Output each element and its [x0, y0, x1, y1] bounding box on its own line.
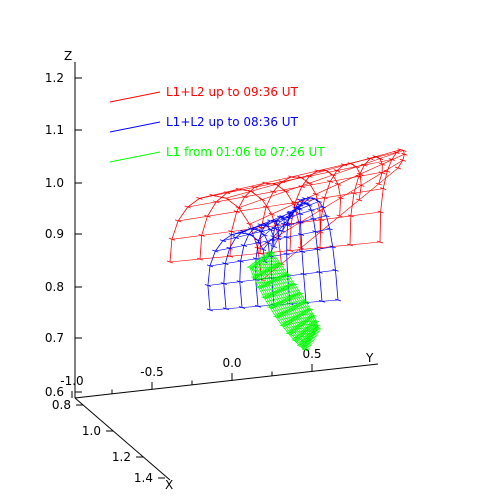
series-blue — [204, 196, 342, 312]
y-tick-label: -0.5 — [140, 365, 163, 379]
loop-connector — [264, 283, 295, 299]
loop-connector — [257, 159, 403, 249]
axes-group — [74, 62, 379, 481]
y-ticks-group: -1.0-0.50.00.5 — [60, 347, 322, 398]
loop-connector — [241, 201, 319, 233]
legend-swatch — [109, 121, 161, 133]
y-axis-label: Y — [365, 351, 374, 365]
z-tick-label: 1.1 — [45, 123, 64, 137]
loop-connector — [258, 273, 288, 289]
series-red — [166, 148, 408, 282]
loop-connector — [250, 198, 315, 235]
x-axis-label: X — [165, 478, 173, 492]
series-green — [246, 250, 322, 352]
legend-swatch — [109, 91, 161, 103]
loop-connector — [253, 262, 281, 279]
x-ticks-group: 0.8 1.0 1.21.4 — [52, 398, 165, 485]
series-group — [166, 148, 408, 352]
y-tick-label: 0.0 — [222, 356, 241, 370]
z-tick-label: 0.9 — [45, 227, 64, 241]
loop-connector — [282, 308, 311, 327]
legend-entry-label: L1+L2 up to 08:36 UT — [166, 115, 299, 129]
loop-connector — [207, 270, 336, 286]
loop-connector — [257, 197, 311, 241]
loop-connector — [288, 314, 314, 335]
z-ticks-group: 0.6 0.7 0.8 0.9 1.0 1.1 1.2 — [45, 71, 82, 399]
loop-connector — [249, 153, 405, 225]
legend-entry-label: L1+L2 up to 09:36 UT — [166, 85, 299, 99]
z-tick-label: 1.0 — [45, 176, 64, 190]
loop-connector — [238, 150, 404, 208]
loop-connector — [178, 188, 384, 222]
z-tick-label: 1.2 — [45, 71, 64, 85]
x-tick-label: 1.2 — [112, 450, 131, 464]
legend-entry-label: L1 from 01:06 to 07:26 UT — [166, 145, 325, 159]
loop-connector — [222, 215, 327, 241]
z-tick-label: 0.8 — [45, 280, 64, 294]
loop-connector — [169, 241, 381, 263]
loop-connector — [261, 167, 399, 281]
legend: L1+L2 up to 09:36 UT L1+L2 up to 08:36 UT… — [109, 85, 325, 163]
x-tick-label: 1.4 — [134, 471, 153, 485]
loop-connector — [294, 320, 317, 341]
legend-swatch — [109, 151, 161, 163]
x-tick-label: 0.8 — [52, 398, 71, 412]
loop-connector — [225, 149, 401, 199]
loop-connector — [231, 206, 323, 235]
z-axis-label: Z — [64, 49, 72, 63]
loop-connector — [249, 251, 273, 269]
loop-line — [349, 156, 383, 245]
loop-connector — [299, 324, 318, 347]
y-tick-label: -1.0 — [60, 374, 83, 388]
loop-connector — [215, 228, 330, 252]
z-tick-label: 0.6 — [45, 385, 64, 399]
x-tick-label: 1.0 — [82, 424, 101, 438]
loop-connector — [262, 198, 306, 250]
z-tick-label: 0.7 — [45, 331, 64, 345]
loop-connector — [304, 327, 319, 351]
x-axis-line — [74, 397, 171, 481]
loop-connector — [276, 301, 306, 318]
y-axis-line — [74, 363, 379, 399]
loop-connector — [270, 292, 301, 309]
